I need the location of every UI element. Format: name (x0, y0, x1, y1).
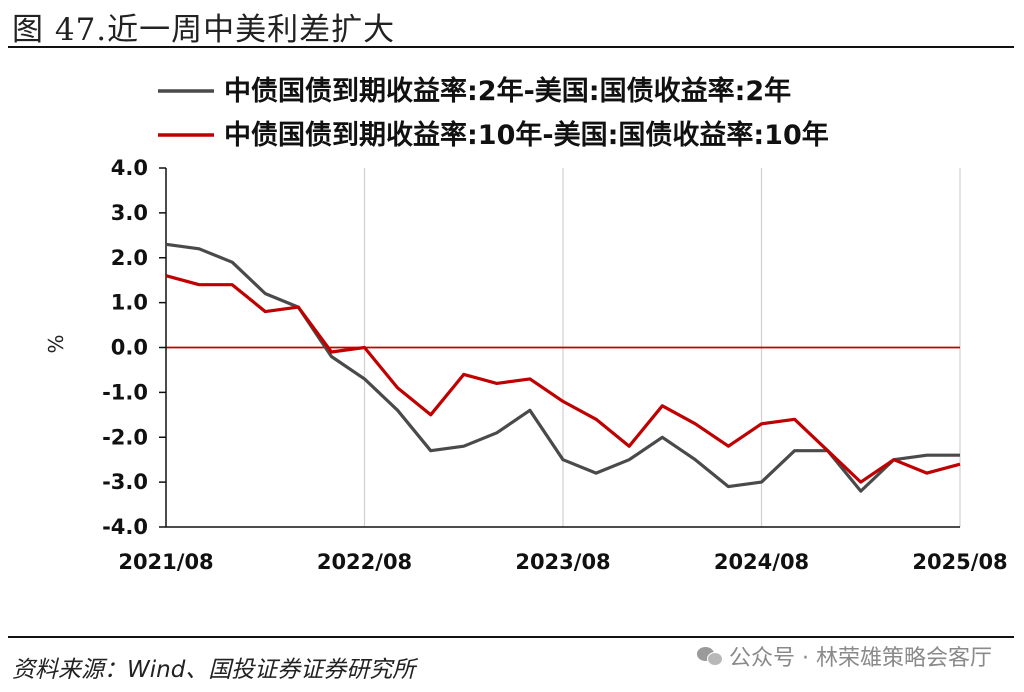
line-chart: 中债国债到期收益率:2年-美国:国债收益率:2年中债国债到期收益率:10年-美国… (44, 75, 1008, 574)
top-rule (8, 46, 1014, 48)
y-axis-label: % (44, 334, 68, 353)
x-tick-label: 2023/08 (515, 550, 610, 574)
watermark: 公众号 · 林荣雄策略会客厅 (697, 640, 992, 672)
series-layer (165, 242, 961, 493)
y-tick-label: 1.0 (111, 291, 148, 315)
series-line-10y (165, 274, 961, 484)
x-tick-label: 2022/08 (317, 550, 412, 574)
y-tick-label: -1.0 (102, 380, 148, 404)
source-note: 资料来源：Wind、国投证券证券研究所 (12, 657, 416, 683)
y-tick-label: -2.0 (102, 425, 148, 449)
x-tick-label: 2025/08 (912, 550, 1007, 574)
y-tick-label: 2.0 (111, 246, 148, 270)
watermark-text: 公众号 · 林荣雄策略会客厅 (729, 646, 992, 671)
wechat-icon (697, 645, 724, 667)
axes: 2021/08 2022/08 2023/08 2024/08 2025/08 4.0 3.… (102, 156, 1008, 574)
y-tick-label: -4.0 (102, 515, 148, 539)
y-tick-label: -3.0 (102, 470, 148, 494)
y-tick-label: 0.0 (111, 336, 148, 360)
y-tick-label: 3.0 (111, 201, 148, 225)
grid (166, 168, 961, 527)
bottom-rule (8, 636, 1014, 638)
legend-label: 中债国债到期收益率:10年-美国:国债收益率:10年 (224, 119, 829, 151)
y-tick-label: 4.0 (111, 156, 148, 180)
figure-title: 图 47.近一周中美利差扩大 (12, 12, 396, 48)
x-tick-label: 2024/08 (714, 550, 809, 574)
x-tick-label: 2021/08 (118, 550, 213, 574)
legend-label: 中债国债到期收益率:2年-美国:国债收益率:2年 (224, 75, 791, 107)
legend: 中债国债到期收益率:2年-美国:国债收益率:2年中债国债到期收益率:10年-美国… (158, 75, 829, 151)
